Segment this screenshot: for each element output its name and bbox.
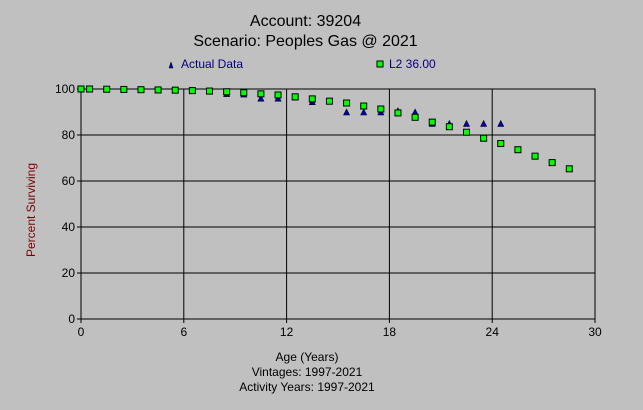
- y-tick-label: 0: [68, 312, 75, 326]
- l2-curve-point: [531, 152, 539, 160]
- l2-curve-point: [86, 85, 94, 93]
- actual-data-point: [480, 119, 488, 127]
- l2-curve-point: [103, 85, 111, 93]
- l2-curve-point: [343, 99, 351, 107]
- x-tick-label: 24: [486, 325, 500, 339]
- legend-label-actual: Actual Data: [181, 57, 244, 71]
- l2-curve-point: [257, 90, 265, 98]
- l2-curve-point: [171, 86, 179, 94]
- actual-data-point: [257, 94, 265, 102]
- y-tick-label: 20: [62, 266, 76, 280]
- x-tick-label: 12: [280, 325, 294, 339]
- l2-curve-point: [463, 128, 470, 136]
- plot-border: [80, 88, 596, 320]
- l2-curve-point: [497, 140, 505, 148]
- l2-curve-point: [188, 87, 196, 95]
- chart-subtitle: Scenario: Peoples Gas @ 2021: [193, 33, 418, 50]
- l2-curve-point: [120, 85, 128, 93]
- l2-curve-point: [514, 146, 522, 154]
- l2-curve-point: [565, 165, 573, 173]
- x-tick-label: 30: [588, 325, 602, 339]
- l2-curve-point: [428, 118, 436, 126]
- y-axis-label: Percent Surviving: [24, 162, 38, 258]
- l2-curve-point: [206, 87, 213, 95]
- l2-curve-point: [445, 123, 453, 131]
- actual-data-point: [497, 119, 505, 127]
- l2-curve-point: [223, 88, 231, 96]
- l2-curve-point: [411, 113, 419, 121]
- x-tick-label: 0: [78, 325, 85, 339]
- x-tick-label: 6: [180, 325, 187, 339]
- chart-title: Account: 39204: [249, 13, 362, 30]
- legend-label-fit: L2 36.00: [389, 57, 436, 71]
- l2-curve-point: [308, 95, 316, 103]
- footnote-activity-years: Activity Years: 1997-2021: [239, 380, 375, 394]
- l2-curve-point: [480, 134, 488, 142]
- actual-data-point: [343, 108, 351, 116]
- y-tick-label: 40: [62, 220, 76, 234]
- l2-curve-point: [154, 86, 162, 94]
- actual-data-point: [463, 119, 470, 127]
- x-tick-label: 18: [383, 325, 397, 339]
- l2-curve-point: [360, 102, 368, 110]
- x-axis-label: Age (Years): [275, 350, 339, 364]
- footnote-vintages: Vintages: 1997-2021: [251, 365, 363, 379]
- l2-curve-point: [137, 86, 145, 94]
- y-tick-label: 60: [62, 174, 76, 188]
- l2-curve-point: [377, 105, 385, 113]
- y-tick-label: 80: [62, 128, 76, 142]
- y-tick-label: 100: [55, 82, 75, 96]
- actual-data-point: [360, 108, 368, 116]
- l2-curve-point: [394, 109, 402, 117]
- l2-curve-point: [291, 93, 299, 101]
- l2-curve-point: [274, 91, 282, 99]
- l2-curve-point: [77, 85, 85, 93]
- l2-curve-point: [548, 159, 556, 167]
- l2-curve-point: [240, 89, 248, 97]
- l2-curve-point: [325, 97, 333, 105]
